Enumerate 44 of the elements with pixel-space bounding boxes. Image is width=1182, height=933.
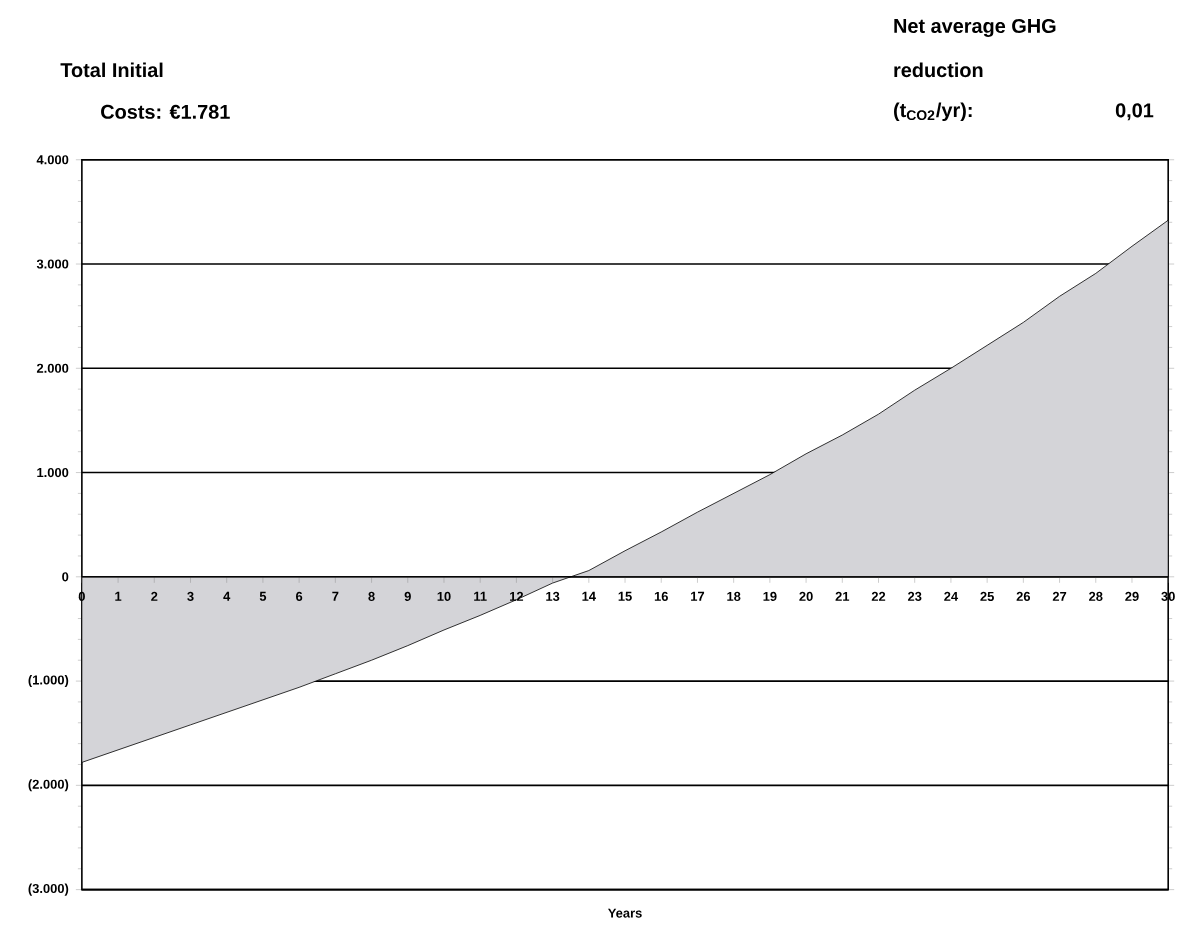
x-tick-label: 23 [907,592,922,602]
text: 0,01 [1115,103,1154,121]
x-tick-label: 26 [1016,592,1031,602]
x-tick-label: 27 [1052,592,1067,602]
x-tick-label: 1 [115,592,122,601]
x-tick-label: 10 [437,592,451,602]
x-tick-label: 5 [259,592,267,602]
x-tick-label: 4 [223,592,231,601]
x-tick-label: 15 [618,592,632,602]
x-tick-label: 18 [727,592,741,602]
x-tick-label: 8 [368,592,375,602]
y-tick-label: 1.000 [37,468,69,478]
y-tick-label: 4.000 [36,155,69,165]
x-tick-label: 13 [546,592,560,602]
x-tick-label: 25 [980,592,994,602]
x-tick-label: 3 [187,592,194,602]
x-tick-label: 7 [332,592,339,601]
x-axis-title: Years [607,908,642,918]
x-tick-label: 24 [944,592,959,602]
x-tick-label: 14 [582,592,596,601]
x-tick-label: 2 [151,592,158,602]
y-tick-label: 3.000 [36,259,69,269]
x-tick-label: 20 [799,592,813,602]
x-tick-label: 12 [510,592,524,602]
x-tick-label: 11 [474,592,487,601]
text: Net average GHG [894,19,1056,38]
y-tick-label: (2.000) [28,779,69,792]
x-tick-label: 19 [763,592,777,602]
x-tick-label: 16 [654,592,668,602]
x-tick-label: 29 [1125,592,1139,602]
x-tick-label: 28 [1089,592,1103,602]
x-tick-label: 21 [835,592,850,602]
text: Total Initial [60,62,163,78]
text: Costs: €1.781 [101,105,230,120]
x-tick-label: 17 [691,592,705,601]
x-tick-label: 9 [404,592,411,602]
text: (t$_{CO2}$/yr): [894,102,972,122]
y-tick-label: 2.000 [36,363,69,374]
y-tick-label: 0 [62,572,69,582]
x-tick-label: 22 [871,592,886,602]
text: reduction [894,62,983,78]
x-tick-label: 6 [296,592,303,602]
y-tick-label: (1.000) [28,675,69,688]
y-tick-label: (3.000) [28,883,69,896]
